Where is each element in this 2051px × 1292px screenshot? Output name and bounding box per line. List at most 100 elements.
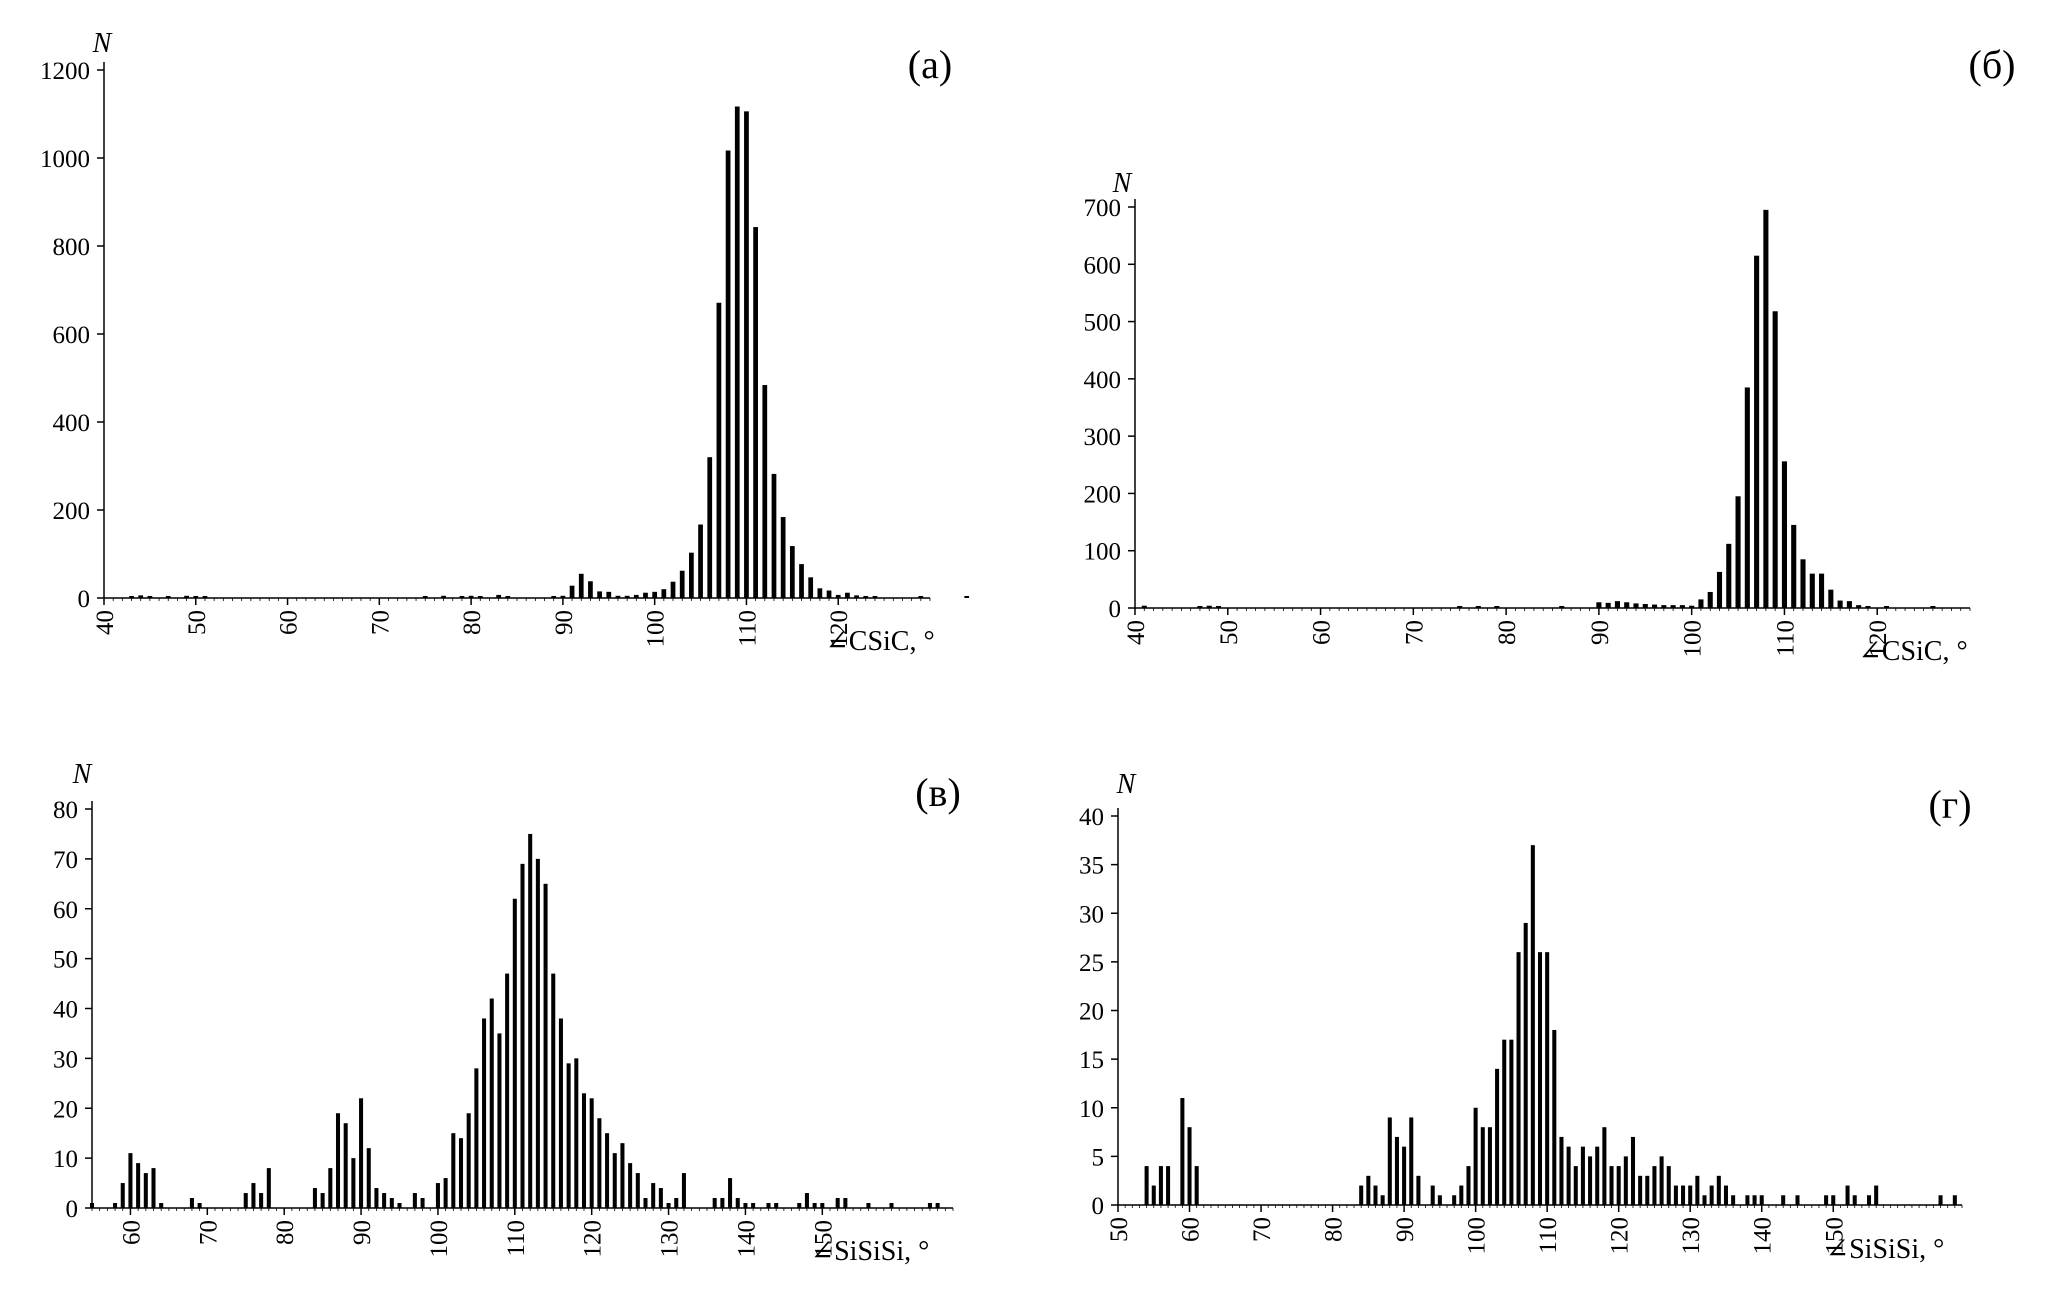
histogram-bar [707, 457, 713, 598]
histogram-bar [1416, 1175, 1421, 1205]
x-tick-label: 90 [1392, 1217, 1419, 1242]
histogram-bar [528, 833, 533, 1208]
histogram-bar [1487, 1127, 1492, 1205]
histogram-bar [661, 589, 667, 598]
histogram-bar [927, 1203, 932, 1208]
y-tick-label: 0 [1092, 1193, 1105, 1220]
y-tick-label: 200 [53, 498, 91, 525]
histogram-bar [1588, 1156, 1593, 1205]
histogram-bar [451, 1133, 456, 1208]
histogram-bar [1394, 1136, 1399, 1205]
histogram-bar [1723, 1185, 1728, 1205]
histogram-bar [751, 1203, 756, 1208]
panel-label: (б) [1969, 42, 2016, 87]
x-tick-label: 110 [1535, 1217, 1562, 1254]
histogram-bar [1716, 571, 1723, 608]
histogram-bar [808, 577, 814, 598]
histogram-bar [1187, 1127, 1192, 1205]
y-tick-label: 40 [53, 997, 78, 1024]
histogram-bar [1359, 1185, 1364, 1205]
histogram-bar [1537, 952, 1543, 1205]
y-tick-label: 20 [1079, 999, 1104, 1026]
histogram-bar [543, 883, 548, 1208]
x-tick-label: 60 [1309, 620, 1336, 645]
y-tick-label: 0 [1109, 596, 1122, 623]
histogram-bar [1373, 1185, 1378, 1205]
histogram-bar [466, 1113, 471, 1208]
histogram-bar [1673, 1185, 1678, 1205]
histogram-bar [1596, 602, 1602, 608]
histogram-bar [712, 1198, 717, 1208]
x-tick-label: 120 [826, 610, 853, 648]
panel-b: 0 100 200 300 400 500 600 700 40 50 60 70 80 90 100 110… [1084, 42, 2016, 667]
histogram-bar [335, 1113, 341, 1208]
histogram-bar [597, 1118, 602, 1208]
histogram-bar [459, 596, 465, 598]
histogram-bar [1475, 606, 1481, 608]
histogram-bar [1206, 605, 1212, 608]
histogram-bar [1595, 1146, 1600, 1205]
x-tick-label: 140 [1750, 1217, 1777, 1255]
histogram-bar [1166, 1166, 1171, 1205]
histogram-bar [197, 1203, 202, 1208]
histogram-bar [620, 1143, 625, 1208]
histogram-bar [422, 596, 428, 598]
histogram-bar [89, 1203, 95, 1208]
histogram-bar [674, 1198, 679, 1208]
y-axis-title: N [72, 759, 93, 790]
x-axis-title: ∠CSiC, ° [825, 626, 934, 657]
x-tick-label: 70 [1401, 620, 1428, 645]
panel-label: (в) [915, 770, 961, 815]
histogram-bar [1580, 1146, 1585, 1205]
histogram-bar [643, 592, 648, 598]
x-tick-label: 60 [118, 1220, 145, 1245]
histogram-bar [1624, 602, 1630, 608]
histogram-bar [1752, 1195, 1757, 1205]
histogram-bar [863, 596, 869, 598]
histogram-bar [1180, 1098, 1185, 1205]
y-axis-title: N [92, 28, 113, 59]
x-tick-label: 80 [1321, 1217, 1348, 1242]
y-tick-label: 200 [1084, 481, 1122, 508]
histogram-bar [512, 898, 517, 1208]
histogram-bar [826, 590, 832, 598]
x-tick-label: 120 [1607, 1217, 1634, 1255]
histogram-bar [889, 1203, 894, 1208]
x-tick-label: 70 [367, 610, 394, 635]
histogram-bar [578, 573, 584, 598]
y-tick-label: 1000 [40, 146, 90, 173]
histogram-bar [753, 227, 758, 598]
histogram-bar [382, 1193, 387, 1208]
histogram-bar [744, 111, 749, 599]
x-tick-label: 90 [551, 610, 578, 635]
y-tick-label: 25 [1079, 950, 1104, 977]
histogram-bar [1828, 589, 1834, 608]
histogram-bar [1452, 1195, 1457, 1205]
histogram-bar [589, 1098, 594, 1208]
x-tick-label: 50 [1216, 620, 1243, 645]
histogram-bar [866, 1203, 871, 1208]
histogram-bar [1707, 591, 1713, 608]
histogram-bar [964, 596, 970, 598]
histogram-bar [412, 1193, 417, 1208]
histogram-bar [651, 1183, 656, 1208]
histogram-bar [799, 564, 804, 598]
histogram-bar [606, 591, 612, 598]
y-tick-label: 700 [1084, 195, 1122, 222]
histogram-bar [743, 1203, 748, 1208]
x-tick-label: 100 [643, 610, 670, 648]
x-tick-label: 40 [92, 610, 119, 635]
histogram-bar [1930, 606, 1936, 608]
histogram-bar [159, 1203, 164, 1208]
histogram-bar [817, 588, 823, 598]
histogram-bar [1831, 1195, 1836, 1205]
histogram-bar [243, 1193, 248, 1208]
histogram-bar [1530, 845, 1535, 1205]
histogram-bar [918, 596, 924, 598]
y-tick-label: 100 [1084, 539, 1122, 566]
histogram-bar [184, 595, 189, 598]
histogram-bar [1763, 209, 1769, 608]
histogram-bar [359, 1098, 364, 1208]
histogram-bar [698, 524, 703, 598]
histogram-bar [1630, 1136, 1636, 1205]
